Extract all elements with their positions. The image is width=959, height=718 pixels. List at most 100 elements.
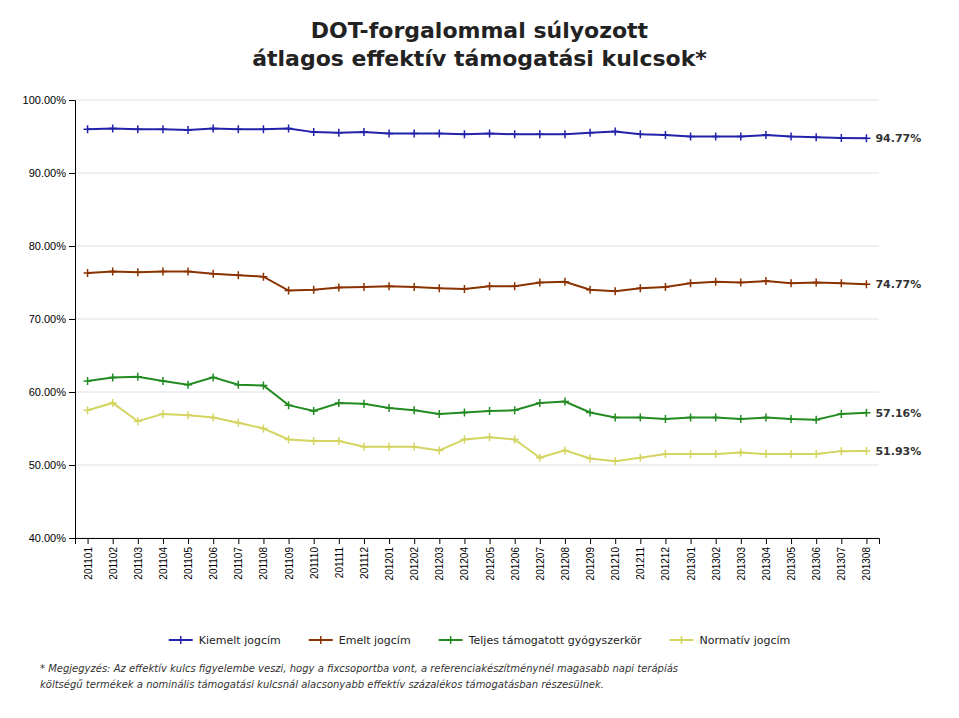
point bbox=[209, 270, 217, 278]
tick: 201302 bbox=[711, 538, 722, 580]
tick: 201305 bbox=[786, 538, 797, 580]
tick-mark bbox=[88, 538, 89, 544]
tick: 201307 bbox=[836, 538, 847, 580]
point bbox=[259, 381, 267, 389]
point bbox=[285, 287, 293, 295]
point bbox=[636, 414, 644, 422]
point bbox=[234, 419, 242, 427]
point bbox=[84, 269, 92, 277]
legend-item: Kiemelt jogcím bbox=[169, 634, 281, 647]
tick-label: 201109 bbox=[284, 547, 295, 580]
tick-mark bbox=[716, 538, 717, 544]
point bbox=[435, 130, 443, 138]
point bbox=[84, 377, 92, 385]
point bbox=[511, 406, 519, 414]
point bbox=[310, 128, 318, 136]
point bbox=[812, 450, 820, 458]
point bbox=[109, 373, 117, 381]
tick-mark bbox=[389, 538, 390, 544]
point bbox=[712, 450, 720, 458]
point bbox=[159, 377, 167, 385]
grid-line bbox=[75, 392, 879, 393]
tick-label: 201203 bbox=[434, 547, 445, 581]
tick: 50.00% bbox=[29, 459, 75, 471]
point bbox=[234, 271, 242, 279]
tick: 201303 bbox=[736, 538, 747, 580]
end-label: 94.77% bbox=[875, 132, 921, 145]
point bbox=[209, 124, 217, 132]
point bbox=[762, 450, 770, 458]
grid-line bbox=[75, 246, 879, 247]
tick-mark bbox=[113, 538, 114, 544]
tick-mark bbox=[565, 538, 566, 544]
point bbox=[435, 410, 443, 418]
point bbox=[335, 129, 343, 137]
tick: 201211 bbox=[635, 538, 646, 580]
point bbox=[410, 283, 418, 291]
point bbox=[109, 268, 117, 276]
point bbox=[837, 447, 845, 455]
point bbox=[712, 414, 720, 422]
point bbox=[109, 399, 117, 407]
tick: 201204 bbox=[459, 538, 470, 580]
tick: 201203 bbox=[434, 538, 445, 580]
point bbox=[486, 433, 494, 441]
point bbox=[787, 415, 795, 423]
tick-label: 201306 bbox=[811, 547, 822, 581]
point bbox=[661, 131, 669, 139]
point bbox=[636, 454, 644, 462]
point bbox=[862, 134, 870, 142]
tick-label: 201105 bbox=[183, 547, 194, 580]
point bbox=[360, 283, 368, 291]
point bbox=[410, 406, 418, 414]
tick: 40.00% bbox=[29, 532, 75, 544]
tick-mark bbox=[213, 538, 214, 544]
series bbox=[84, 124, 871, 142]
tick-mark bbox=[69, 538, 75, 539]
tick-mark bbox=[791, 538, 792, 544]
title: DOT-forgalommal súlyozott bbox=[311, 18, 649, 43]
point bbox=[310, 437, 318, 445]
point bbox=[862, 280, 870, 288]
tick: 201306 bbox=[811, 538, 822, 580]
legend-item: Teljes támogatott gyógyszerkör bbox=[439, 634, 642, 647]
tick-label: 80.00% bbox=[29, 240, 67, 252]
tick: 201205 bbox=[485, 538, 496, 580]
y-axis: 40.00%50.00%60.00%70.00%80.00%90.00%100.… bbox=[23, 94, 76, 544]
point bbox=[687, 133, 695, 141]
tick: 201102 bbox=[108, 538, 119, 580]
grid-line bbox=[75, 173, 879, 174]
tick: 201109 bbox=[284, 538, 295, 580]
tick: 201110 bbox=[309, 538, 320, 579]
tick-mark bbox=[69, 173, 75, 174]
tick-label: 201209 bbox=[585, 547, 596, 581]
point bbox=[184, 381, 192, 389]
legend-marker bbox=[317, 636, 325, 644]
line bbox=[88, 272, 867, 292]
title: átlagos effektív támogatási kulcsok* bbox=[252, 46, 707, 71]
tick-label: 201111 bbox=[334, 547, 345, 579]
tick-label: 201204 bbox=[459, 547, 470, 581]
axis-line bbox=[69, 101, 76, 539]
point bbox=[611, 287, 619, 295]
point bbox=[561, 130, 569, 138]
point bbox=[184, 268, 192, 276]
point bbox=[787, 279, 795, 287]
legend-label: Emelt jogcím bbox=[339, 634, 411, 647]
point bbox=[84, 406, 92, 414]
tick: 201206 bbox=[510, 538, 521, 580]
tick-label: 201210 bbox=[610, 547, 621, 581]
point bbox=[586, 286, 594, 294]
point bbox=[410, 130, 418, 138]
tick-mark bbox=[69, 100, 75, 101]
point bbox=[812, 416, 820, 424]
point bbox=[737, 279, 745, 287]
legend-marker bbox=[447, 636, 455, 644]
point bbox=[636, 130, 644, 138]
point bbox=[259, 125, 267, 133]
grid bbox=[75, 100, 879, 538]
point bbox=[586, 129, 594, 137]
tick-label: 201106 bbox=[208, 547, 219, 580]
tick-mark bbox=[414, 538, 415, 544]
point bbox=[360, 400, 368, 408]
